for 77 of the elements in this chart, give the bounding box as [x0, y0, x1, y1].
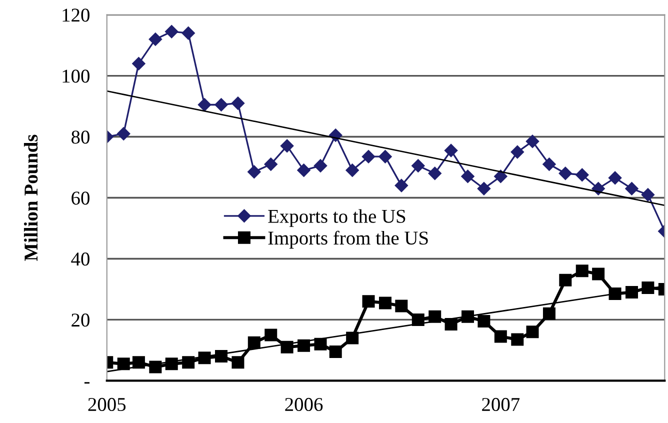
point	[526, 134, 540, 148]
point	[346, 332, 359, 344]
point	[625, 182, 638, 196]
point	[494, 330, 507, 343]
point	[576, 264, 588, 278]
point	[214, 350, 228, 363]
point	[642, 281, 654, 294]
point	[280, 340, 294, 354]
point	[608, 288, 622, 300]
y-tick-label: 80	[72, 130, 90, 144]
y-axis-title: Million Pounds	[24, 134, 38, 261]
point	[444, 318, 458, 331]
point	[149, 360, 162, 374]
y-tick-label: 120	[62, 8, 90, 22]
point	[394, 178, 408, 192]
point	[526, 326, 539, 338]
point	[132, 356, 145, 369]
point	[117, 358, 130, 370]
point	[148, 32, 162, 46]
point	[362, 150, 376, 164]
point	[444, 144, 458, 158]
point	[165, 358, 178, 370]
point	[132, 57, 146, 70]
point	[626, 286, 638, 299]
legend-label: Exports to the US	[268, 209, 406, 227]
point	[559, 274, 572, 286]
point	[314, 338, 327, 350]
x-tick-label: 2006	[285, 398, 323, 412]
point	[477, 182, 491, 196]
point	[542, 158, 556, 171]
legend-label: Imports from the US	[268, 230, 428, 249]
point	[494, 170, 508, 183]
point	[592, 268, 605, 280]
point	[165, 24, 178, 38]
point	[198, 98, 212, 112]
point	[412, 159, 425, 172]
point	[428, 310, 442, 323]
point	[314, 159, 328, 172]
x-tick-label: 2005	[88, 398, 126, 412]
point	[461, 170, 474, 183]
point	[608, 171, 622, 185]
point	[182, 26, 195, 40]
point	[297, 164, 310, 177]
point	[280, 139, 294, 153]
point	[395, 300, 408, 312]
point	[264, 328, 278, 342]
point	[248, 165, 261, 178]
point	[428, 166, 442, 180]
point	[182, 356, 195, 369]
point	[264, 158, 278, 171]
x-tick-label: 2007	[482, 398, 520, 412]
point	[214, 98, 228, 112]
point	[329, 345, 342, 358]
point	[231, 96, 245, 110]
point	[232, 356, 244, 369]
point	[198, 352, 211, 364]
point	[362, 295, 375, 308]
y-tick-label: 60	[72, 192, 90, 205]
point	[558, 166, 572, 180]
point	[462, 310, 474, 323]
point	[542, 307, 556, 320]
y-tick-label: 100	[62, 70, 90, 83]
point	[298, 339, 310, 352]
point	[346, 164, 359, 177]
point	[641, 188, 655, 202]
point	[412, 313, 424, 326]
point	[576, 168, 589, 182]
point	[117, 127, 130, 140]
point	[378, 150, 392, 164]
point	[478, 314, 490, 328]
y-tick-label: 20	[72, 314, 90, 327]
y-tick-label: 40	[71, 252, 90, 266]
point	[248, 336, 260, 349]
y-tick-label: -	[84, 382, 90, 384]
point	[378, 296, 392, 310]
point	[510, 145, 524, 159]
point	[511, 333, 524, 346]
